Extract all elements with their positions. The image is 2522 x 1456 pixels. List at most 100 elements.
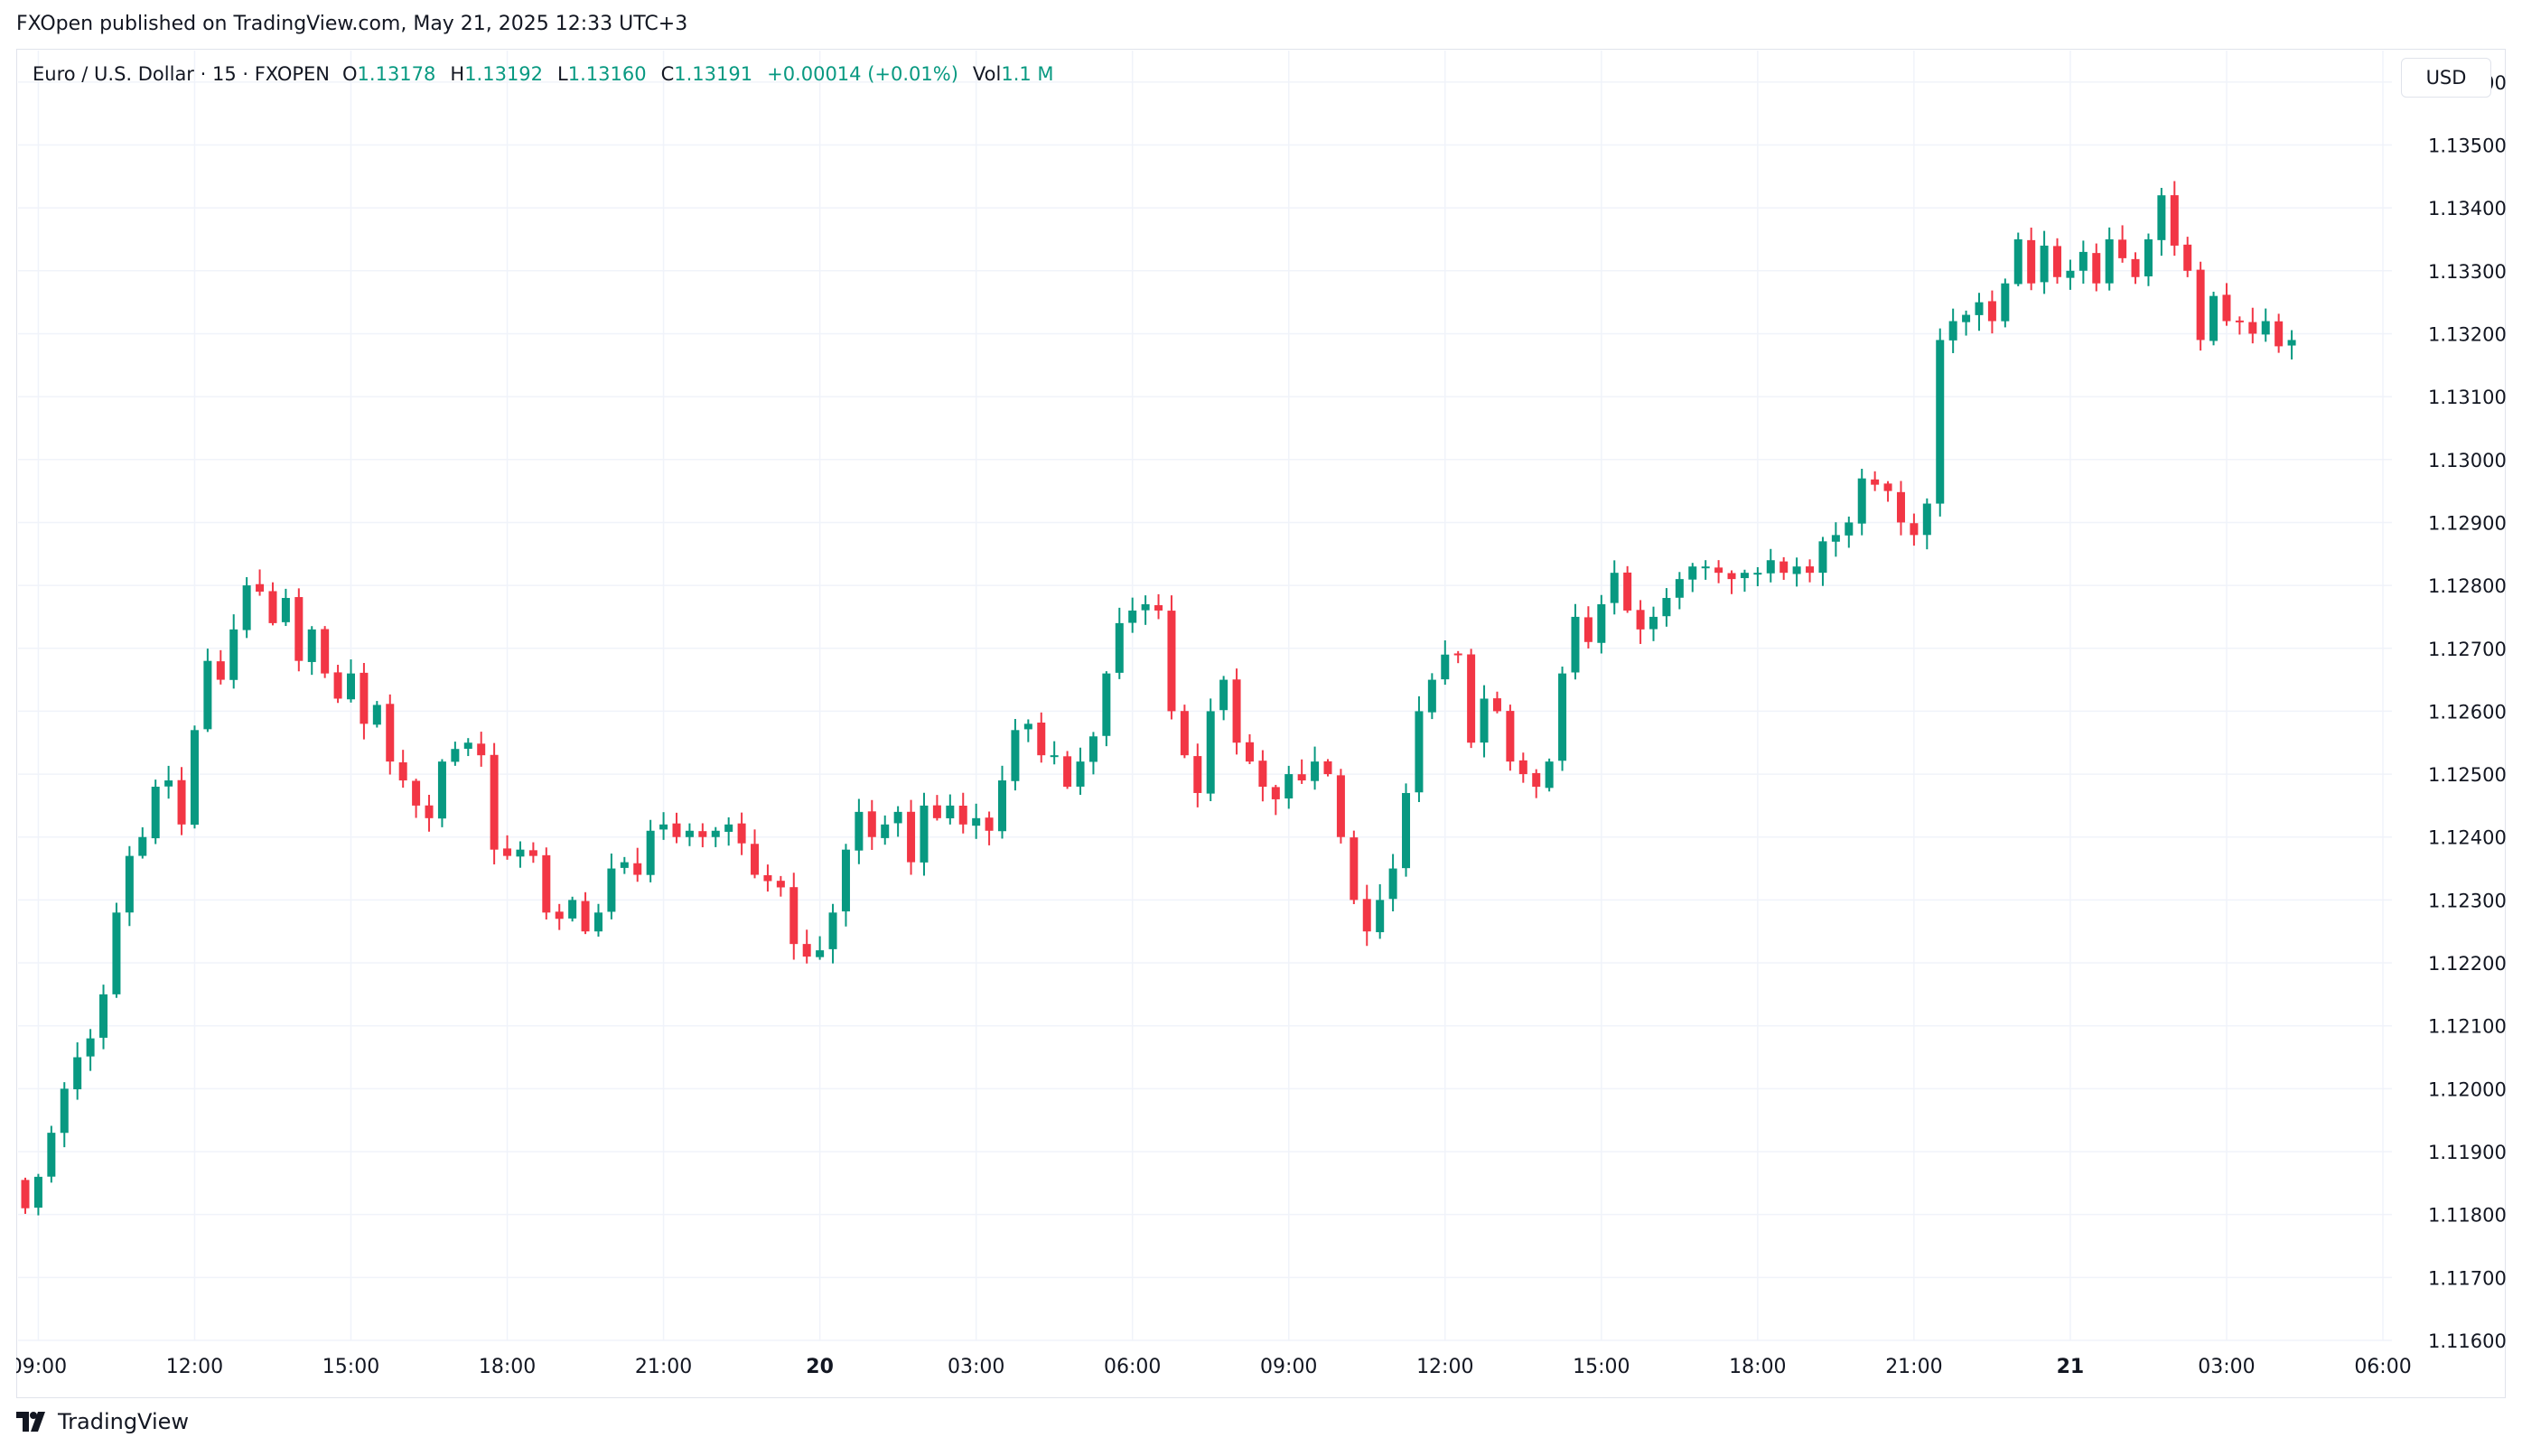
candle-down[interactable] (1180, 705, 1189, 759)
candle-down[interactable] (503, 835, 512, 860)
candle-up[interactable] (1688, 563, 1697, 593)
candle-up[interactable] (1766, 548, 1775, 583)
candle-up[interactable] (1662, 588, 1671, 627)
candle-down[interactable] (528, 842, 537, 863)
candle-down[interactable] (633, 847, 642, 882)
candle-up[interactable] (86, 1029, 95, 1071)
candle-up[interactable] (2013, 232, 2022, 286)
candle-down[interactable] (412, 779, 421, 818)
candle-up[interactable] (1427, 673, 1436, 720)
candle-up[interactable] (1388, 854, 1397, 912)
candle-up[interactable] (998, 765, 1006, 839)
candle-up[interactable] (1376, 884, 1385, 939)
candle-down[interactable] (2274, 313, 2284, 353)
candle-down[interactable] (1883, 481, 1892, 502)
candle-down[interactable] (425, 794, 434, 832)
candle-up[interactable] (1948, 308, 1957, 353)
candle-up[interactable] (463, 738, 472, 757)
candle-up[interactable] (281, 588, 290, 627)
candle-up[interactable] (1141, 595, 1150, 625)
candle-up[interactable] (1284, 765, 1294, 809)
candle-down[interactable] (1271, 784, 1280, 816)
candle-up[interactable] (685, 823, 694, 846)
candle-down[interactable] (386, 694, 395, 775)
candle-down[interactable] (1910, 513, 1919, 546)
candle-up[interactable] (151, 779, 160, 845)
candle-up[interactable] (1975, 293, 1984, 331)
candle-up[interactable] (1088, 732, 1098, 775)
candle-up[interactable] (1441, 639, 1450, 686)
candle-down[interactable] (1714, 560, 1723, 583)
candle-up[interactable] (1415, 695, 1424, 803)
candle-up[interactable] (659, 812, 668, 840)
candle-down[interactable] (1193, 743, 1202, 807)
candle-up[interactable] (125, 845, 134, 927)
candle-down[interactable] (333, 665, 342, 704)
candle-down[interactable] (1727, 570, 1736, 594)
candle-up[interactable] (593, 903, 602, 937)
candle-down[interactable] (21, 1177, 30, 1214)
candle-up[interactable] (516, 841, 525, 868)
candle-up[interactable] (99, 985, 108, 1050)
candle-down[interactable] (1492, 691, 1501, 714)
candle-up[interactable] (2001, 278, 2010, 328)
candle-up[interactable] (1740, 569, 1749, 593)
candle-down[interactable] (2092, 243, 2101, 292)
candle-down[interactable] (321, 626, 330, 678)
candle-up[interactable] (437, 759, 446, 827)
candle-down[interactable] (1779, 556, 1789, 580)
candle-down[interactable] (2183, 237, 2192, 277)
candle-up[interactable] (2209, 291, 2218, 346)
candle-down[interactable] (490, 742, 499, 865)
candle-down[interactable] (1453, 650, 1462, 664)
candle-down[interactable] (907, 799, 916, 875)
candle-down[interactable] (2235, 316, 2244, 335)
candle-down[interactable] (256, 569, 265, 596)
candle-up[interactable] (828, 903, 837, 964)
candle-up[interactable] (2066, 259, 2075, 290)
candle-up[interactable] (711, 826, 720, 847)
currency-button[interactable]: USD (2401, 58, 2491, 98)
candle-up[interactable] (73, 1042, 82, 1100)
candle-up[interactable] (607, 853, 616, 919)
candle-down[interactable] (581, 891, 590, 935)
candle-down[interactable] (698, 823, 707, 848)
candle-up[interactable] (138, 826, 147, 859)
candle-up[interactable] (816, 936, 825, 960)
candle-down[interactable] (751, 829, 760, 879)
candle-up[interactable] (242, 577, 251, 639)
candle-down[interactable] (1806, 559, 1815, 583)
candle-up[interactable] (33, 1173, 42, 1216)
candle-up[interactable] (1545, 758, 1554, 792)
candle-down[interactable] (1362, 884, 1371, 947)
candle-down[interactable] (672, 812, 681, 844)
candle-down[interactable] (1583, 606, 1593, 649)
candle-down[interactable] (2027, 227, 2036, 291)
candle-down[interactable] (1232, 668, 1241, 755)
candle-down[interactable] (2118, 225, 2127, 263)
symbol-title[interactable]: Euro / U.S. Dollar · 15 · FXOPEN (33, 63, 331, 85)
candle-down[interactable] (268, 582, 277, 626)
candle-down[interactable] (1258, 750, 1267, 802)
candle-up[interactable] (190, 725, 199, 829)
candle-up[interactable] (1571, 603, 1580, 680)
candle-down[interactable] (776, 875, 785, 897)
candle-up[interactable] (347, 659, 355, 703)
candle-down[interactable] (1467, 649, 1476, 749)
candle-down[interactable] (555, 903, 564, 930)
candle-up[interactable] (841, 844, 850, 927)
candle-up[interactable] (1962, 310, 1971, 336)
candle-down[interactable] (1154, 593, 1163, 620)
candle-up[interactable] (620, 856, 629, 874)
candle-up[interactable] (307, 626, 316, 676)
candle-up[interactable] (1753, 566, 1762, 587)
candle-down[interactable] (398, 750, 407, 789)
candle-down[interactable] (1245, 733, 1254, 764)
candle-down[interactable] (1063, 751, 1072, 789)
candle-up[interactable] (1128, 597, 1137, 633)
candle-up[interactable] (1845, 516, 1854, 548)
candle-up[interactable] (893, 806, 902, 837)
candle-down[interactable] (1896, 481, 1905, 536)
candle-up[interactable] (1936, 328, 1945, 517)
candle-up[interactable] (1597, 594, 1606, 654)
